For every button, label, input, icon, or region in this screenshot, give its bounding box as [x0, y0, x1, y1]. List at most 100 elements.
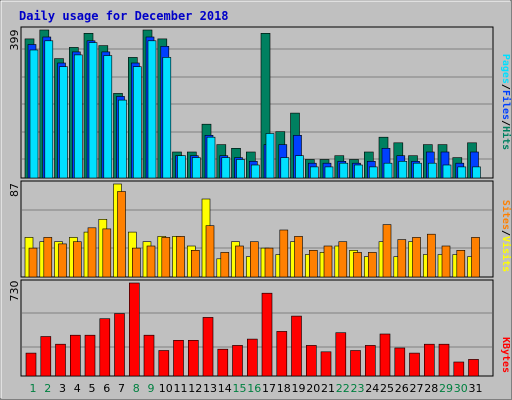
pages-bar-day-24 — [368, 166, 378, 179]
sites-bar-day-22 — [338, 241, 348, 278]
pages-bar-day-4 — [74, 54, 83, 179]
panel2-ymax-label: 87 — [8, 183, 21, 197]
kbytes-bar-day-10 — [158, 350, 170, 377]
sites-bar-day-25 — [382, 224, 392, 278]
sites-bar-day-12 — [191, 250, 200, 278]
pages-bar-day-15 — [236, 159, 245, 179]
kbytes-bar-day-29 — [438, 343, 450, 377]
kbytes-bar-day-3 — [55, 343, 66, 377]
kbytes-bar-day-9 — [143, 334, 155, 377]
x-tick-day-7: 7 — [118, 382, 125, 395]
sites-bar-day-5 — [87, 227, 97, 278]
pages-bar-day-3 — [59, 66, 68, 179]
sites-bar-day-16 — [250, 241, 259, 278]
kbytes-bar-day-31 — [468, 359, 479, 377]
pages-bar-day-18 — [280, 157, 290, 179]
sites-bar-day-11 — [176, 236, 185, 278]
sites-bar-day-19 — [294, 236, 303, 278]
legend-hits: Hits — [500, 126, 512, 150]
pages-bar-day-7 — [118, 99, 127, 179]
x-tick-day-1: 1 — [30, 382, 37, 395]
kbytes-bar-day-13 — [202, 317, 214, 377]
x-tick-day-19: 19 — [292, 382, 306, 395]
chart-title: Daily usage for December 2018 — [19, 9, 229, 23]
sites-bar-day-6 — [102, 228, 112, 278]
bar-marks — [24, 29, 481, 377]
pages-bar-day-29 — [442, 164, 452, 179]
x-tick-day-30: 30 — [454, 382, 468, 395]
x-tick-day-4: 4 — [74, 382, 81, 395]
x-tick-day-24: 24 — [365, 382, 379, 395]
legend-sites-visits: Sites/Visits — [500, 200, 512, 272]
kbytes-bar-day-17 — [261, 292, 273, 377]
x-tick-day-27: 27 — [410, 382, 424, 395]
pages-bar-day-6 — [103, 55, 113, 179]
kbytes-bar-day-6 — [99, 318, 111, 377]
x-tick-day-5: 5 — [89, 382, 96, 395]
pages-bar-day-22 — [339, 162, 349, 179]
x-tick-day-17: 17 — [262, 382, 276, 395]
pages-bar-day-5 — [88, 42, 98, 179]
x-tick-day-20: 20 — [306, 382, 320, 395]
sites-bar-day-7 — [117, 191, 126, 278]
x-tick-day-10: 10 — [159, 382, 173, 395]
pages-bar-day-17 — [265, 133, 275, 179]
pages-bar-day-31 — [472, 166, 481, 179]
x-tick-day-9: 9 — [148, 382, 155, 395]
pages-bar-day-10 — [162, 57, 172, 179]
kbytes-bar-day-25 — [379, 333, 391, 377]
kbytes-bar-day-19 — [291, 315, 302, 377]
sites-bar-day-18 — [279, 229, 289, 278]
legend-visits: Visits — [500, 236, 512, 272]
pages-bar-day-16 — [251, 164, 260, 179]
x-tick-day-31: 31 — [469, 382, 483, 395]
pages-bar-day-27 — [413, 162, 422, 179]
kbytes-bar-day-8 — [129, 282, 140, 377]
legend-files: Files — [500, 90, 512, 120]
pages-bar-day-21 — [324, 166, 334, 179]
legend-kbytes: KBytes — [500, 337, 511, 373]
sites-bar-day-9 — [146, 245, 156, 278]
pages-bar-day-23 — [354, 164, 363, 179]
x-tick-day-12: 12 — [188, 382, 202, 395]
kbytes-bar-day-2 — [40, 336, 52, 377]
x-tick-day-13: 13 — [203, 382, 217, 395]
sites-bar-day-23 — [353, 252, 362, 278]
pages-bar-day-13 — [206, 136, 216, 179]
sites-bar-day-31 — [471, 237, 480, 278]
x-tick-day-25: 25 — [380, 382, 394, 395]
x-tick-day-28: 28 — [424, 382, 438, 395]
kbytes-bar-day-30 — [453, 361, 465, 377]
pages-bar-day-28 — [427, 162, 437, 179]
sites-bar-day-20 — [308, 250, 318, 278]
legend-sites: Sites — [500, 200, 512, 230]
sites-bar-day-8 — [132, 247, 141, 278]
kbytes-bar-day-14 — [217, 348, 229, 377]
panel3-ymax-label: 730 — [8, 281, 21, 302]
kbytes-bar-day-28 — [423, 343, 435, 377]
x-tick-day-21: 21 — [321, 382, 335, 395]
kbytes-bar-day-11 — [173, 339, 184, 377]
x-tick-day-3: 3 — [59, 382, 66, 395]
pages-bar-day-9 — [147, 40, 157, 179]
x-tick-day-16: 16 — [247, 382, 261, 395]
kbytes-bar-day-12 — [188, 339, 199, 377]
x-axis-day-labels: 1 2 3 4 5 6 7 8 9 10 11 12 13 14 15 16 17 18 19 20 21 22 23 24 2… — [30, 382, 483, 395]
sites-bar-day-15 — [235, 245, 244, 278]
pages-bar-day-30 — [457, 166, 467, 179]
pages-bar-day-26 — [398, 161, 408, 179]
x-tick-day-22: 22 — [336, 382, 350, 395]
x-tick-day-23: 23 — [351, 382, 365, 395]
sites-bar-day-30 — [456, 250, 466, 278]
kbytes-bar-day-1 — [25, 352, 37, 377]
kbytes-bar-day-4 — [70, 334, 81, 377]
x-tick-day-29: 29 — [439, 382, 453, 395]
x-tick-day-6: 6 — [103, 382, 110, 395]
kbytes-bar-day-16 — [247, 338, 258, 377]
kbytes-bar-day-20 — [305, 345, 317, 377]
x-tick-day-26: 26 — [395, 382, 409, 395]
kbytes-bar-day-5 — [84, 334, 96, 377]
sites-bar-day-17 — [264, 247, 274, 278]
pages-bar-day-25 — [383, 162, 393, 179]
